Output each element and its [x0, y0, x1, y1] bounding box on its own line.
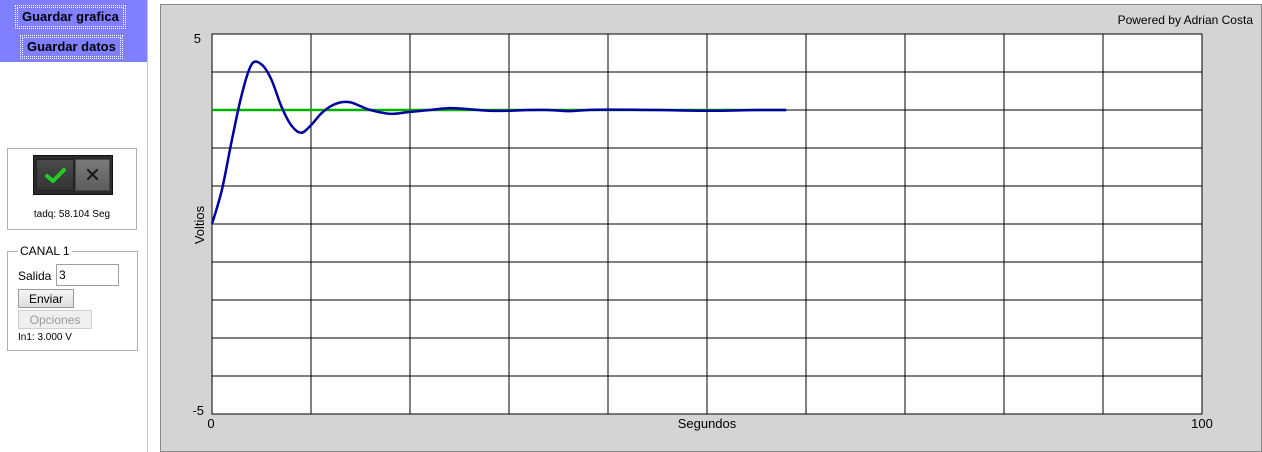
checkmark-icon — [45, 168, 66, 183]
channel-panel: CANAL 1 Salida Enviar Opciones In1: 3.00… — [7, 244, 138, 351]
toggle-on-button[interactable] — [36, 159, 74, 191]
acquisition-time: tadq: 58.104 Seg — [33, 209, 111, 220]
y-axis-label: Voltios — [192, 205, 207, 244]
output-label: Salida — [18, 269, 52, 283]
input-reading: In1: 3.000 V — [18, 332, 72, 343]
y-tick-label-max: 5 — [194, 31, 201, 46]
acquisition-panel: tadq: 58.104 Seg — [7, 148, 137, 230]
series-line-response — [210, 60, 787, 225]
series-layer — [210, 60, 787, 225]
chart-credit: Powered by Adrian Costa — [1118, 13, 1254, 27]
options-button[interactable]: Opciones — [18, 310, 92, 329]
toggle-off-button[interactable] — [75, 159, 110, 191]
close-icon — [86, 168, 99, 181]
send-button[interactable]: Enviar — [18, 289, 74, 308]
chart-grid — [212, 34, 1202, 414]
acquisition-toggle[interactable] — [33, 155, 113, 195]
save-chart-button[interactable]: Guardar grafica — [15, 5, 126, 29]
x-tick-label-max: 100 — [1191, 416, 1213, 431]
channel-legend: CANAL 1 — [18, 244, 72, 258]
x-tick-label-min: 0 — [207, 416, 214, 431]
voltage-chart: Powered by Adrian Costa Segundos Voltios… — [192, 13, 1254, 431]
x-axis-label: Segundos — [678, 416, 737, 431]
save-panel: Guardar grafica Guardar datos — [0, 0, 147, 62]
chart-area: Powered by Adrian Costa Segundos Voltios… — [160, 4, 1262, 452]
output-input[interactable] — [56, 264, 119, 286]
save-data-button[interactable]: Guardar datos — [20, 35, 123, 59]
sidebar: Guardar grafica Guardar datos tadq: 58.1… — [0, 0, 148, 452]
y-tick-label-min: -5 — [192, 403, 204, 418]
